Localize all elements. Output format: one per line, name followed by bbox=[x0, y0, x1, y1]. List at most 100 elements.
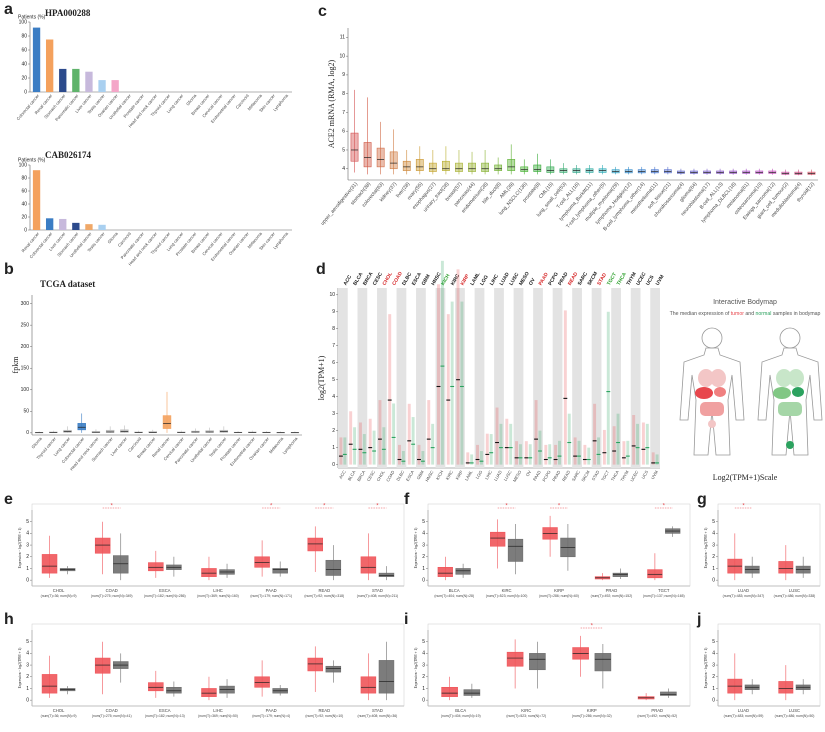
y-tick-label: 4 bbox=[332, 394, 335, 400]
x-tick-label: PCPG bbox=[541, 470, 551, 483]
tumor-spread bbox=[485, 433, 489, 465]
chart-title: HPA000288 bbox=[45, 8, 91, 18]
y-tick-label: 2 bbox=[26, 554, 29, 560]
box bbox=[455, 568, 471, 575]
y-tick-label: 4 bbox=[712, 651, 715, 657]
y-tick-label: 0 bbox=[26, 697, 29, 703]
y-tick-label: 20 bbox=[21, 214, 27, 220]
box bbox=[778, 681, 794, 694]
normal-spread bbox=[616, 413, 620, 465]
x-tick-label: KIRP bbox=[554, 588, 564, 593]
subtitle-part: tumor bbox=[731, 311, 745, 317]
box bbox=[41, 674, 58, 694]
y-axis-label: Patients (%) bbox=[18, 157, 46, 163]
y-tick-label: 100 bbox=[19, 19, 28, 25]
subtitle-part: samples in bodymap bbox=[771, 311, 820, 317]
sig-label: * bbox=[591, 624, 594, 630]
y-tick-label: 50 bbox=[23, 409, 29, 415]
normal-spread bbox=[606, 311, 610, 465]
box bbox=[468, 162, 476, 172]
tumor-spread bbox=[524, 441, 528, 465]
normal-spread bbox=[499, 423, 503, 465]
normal-spread bbox=[636, 423, 640, 465]
column-band bbox=[552, 288, 563, 468]
box bbox=[94, 537, 111, 554]
y-tick-label: 2 bbox=[422, 554, 425, 560]
column-band bbox=[650, 288, 660, 468]
column-band bbox=[611, 288, 621, 468]
x-tick-label: PAAD bbox=[266, 708, 277, 713]
x-tick-label: KIRC bbox=[445, 470, 454, 481]
box bbox=[166, 686, 182, 694]
x-tick-label: UCS bbox=[645, 274, 656, 287]
normal-spread bbox=[655, 454, 659, 465]
y-tick-label: 2 bbox=[422, 674, 425, 680]
column-band bbox=[474, 288, 485, 468]
normal-spread bbox=[538, 430, 542, 465]
normal-spread bbox=[392, 403, 396, 465]
y-tick-label: 1 bbox=[332, 445, 335, 451]
normal-spread bbox=[382, 427, 386, 465]
box bbox=[363, 142, 372, 168]
box bbox=[41, 554, 58, 574]
tumor-spread bbox=[563, 310, 567, 465]
sig-label: * bbox=[663, 504, 666, 510]
x-tick-label: READ bbox=[318, 588, 330, 593]
y-axis-label: Patients (%) bbox=[18, 14, 46, 20]
y-tick-label: 10 bbox=[329, 292, 335, 298]
x-tick-label: SKCM bbox=[580, 469, 591, 482]
y-tick-label: 6 bbox=[342, 129, 345, 135]
column-band bbox=[572, 288, 582, 468]
box bbox=[307, 657, 323, 672]
normal-spread bbox=[489, 434, 493, 465]
box bbox=[94, 657, 111, 674]
x-tick-label: TGCT bbox=[600, 469, 610, 482]
y-tick-label: 5 bbox=[342, 147, 345, 153]
tumor-spread bbox=[349, 411, 353, 465]
bar bbox=[45, 218, 54, 230]
x-tick-label: THCA bbox=[610, 469, 620, 482]
y-tick-label: 7 bbox=[332, 343, 335, 349]
x-tick-label: BLCA bbox=[455, 708, 466, 713]
y-tick-label: 0 bbox=[712, 577, 715, 583]
box bbox=[201, 688, 217, 697]
sig-label: * bbox=[111, 504, 114, 510]
x-sublabel: (num(T)=408; num(N)=211) bbox=[357, 594, 398, 598]
panel-label: b bbox=[4, 261, 14, 278]
y-tick-label: 2 bbox=[712, 554, 715, 560]
tumor-spread bbox=[544, 444, 548, 465]
y-tick-label: 0 bbox=[422, 577, 425, 583]
y-tick-label: 4 bbox=[422, 651, 425, 657]
column-band bbox=[591, 288, 602, 468]
x-tick-label: KIRC bbox=[450, 273, 462, 287]
normal-spread bbox=[411, 417, 415, 465]
x-tick-label: CHOL bbox=[376, 469, 386, 482]
x-tick-label: BRCA bbox=[356, 469, 366, 482]
y-tick-label: 80 bbox=[21, 33, 27, 39]
normal-spread bbox=[548, 444, 552, 465]
y-tick-label: 3 bbox=[712, 662, 715, 668]
y-tick-label: 5 bbox=[422, 519, 425, 525]
x-tick-label: LAML bbox=[464, 469, 474, 482]
normal-spread bbox=[470, 454, 474, 465]
column-band bbox=[396, 288, 407, 468]
x-sublabel: (num(T)=179; num(N)=4) bbox=[252, 714, 290, 718]
normal-spread bbox=[587, 447, 591, 465]
x-tick-label: CHOL bbox=[53, 588, 65, 593]
x-sublabel: (num(T)=408; num(N)=36) bbox=[358, 714, 398, 718]
column-band bbox=[435, 288, 446, 468]
subtitle-part: and bbox=[744, 311, 756, 317]
x-tick-label: LGG bbox=[475, 470, 484, 480]
normal-spread bbox=[519, 444, 522, 465]
y-tick-label: 10 bbox=[339, 53, 345, 59]
tumor-spread bbox=[593, 403, 597, 465]
y-tick-label: 4 bbox=[422, 531, 425, 537]
tumor-spread bbox=[622, 441, 626, 465]
x-tick-label: PRAD bbox=[606, 588, 618, 593]
box bbox=[481, 162, 489, 172]
x-tick-label: LGG bbox=[479, 274, 490, 286]
tumor-spread bbox=[417, 444, 421, 465]
tumor-spread bbox=[446, 314, 450, 465]
tumor-spread bbox=[583, 444, 587, 465]
